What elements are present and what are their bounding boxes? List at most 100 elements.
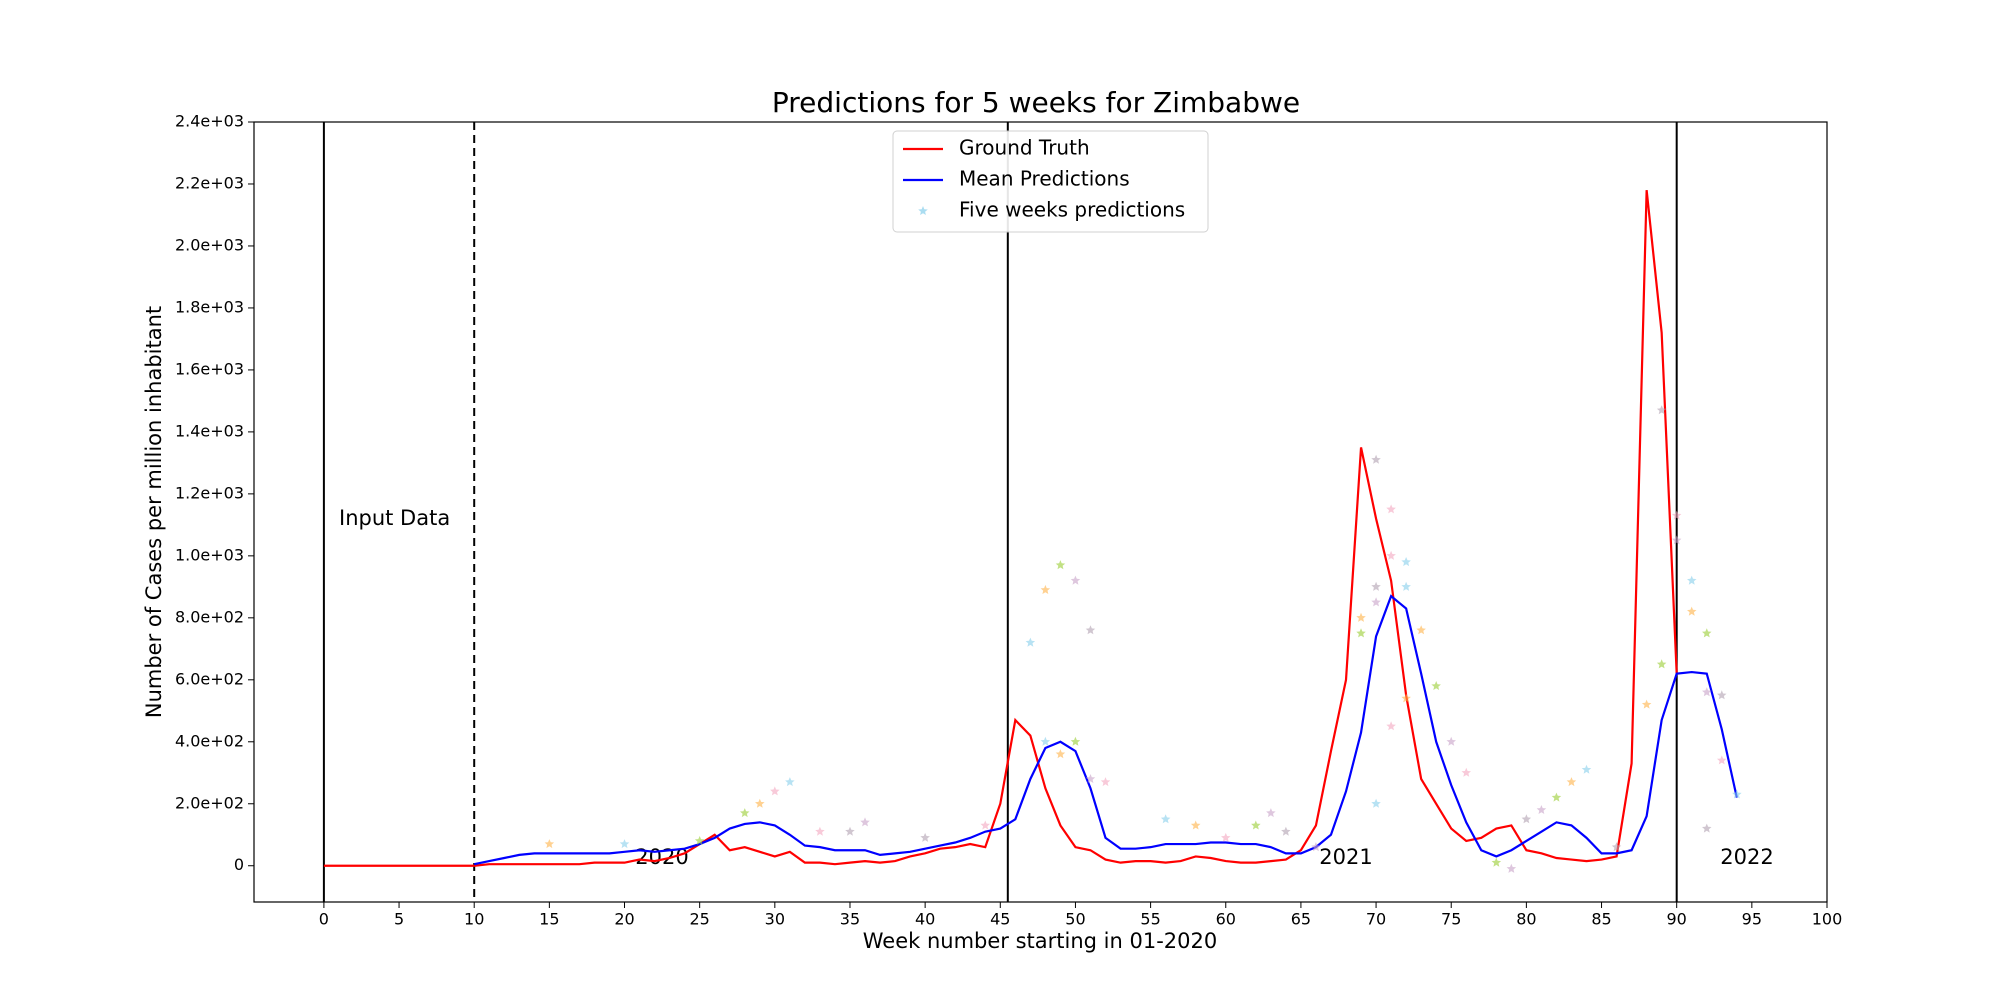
y-tick-label: 1.4e+03 <box>175 421 244 440</box>
annotation: 2022 <box>1720 845 1773 869</box>
prediction-point <box>770 786 780 796</box>
prediction-point <box>1371 798 1381 808</box>
x-tick-label: 90 <box>1667 910 1687 929</box>
x-tick-label: 60 <box>1216 910 1236 929</box>
prediction-point <box>1386 504 1396 514</box>
prediction-point <box>1401 557 1411 567</box>
x-tick-label: 10 <box>464 910 484 929</box>
prediction-point <box>815 826 825 836</box>
prediction-point <box>1356 628 1366 638</box>
y-tick-label: 2.2e+03 <box>175 173 244 192</box>
prediction-point <box>1461 767 1471 777</box>
prediction-point <box>1356 612 1366 622</box>
prediction-point <box>1281 826 1291 836</box>
x-tick-label: 35 <box>840 910 860 929</box>
y-tick-label: 4.0e+02 <box>175 731 244 750</box>
x-tick-label: 0 <box>319 910 329 929</box>
prediction-point <box>1085 625 1096 635</box>
y-tick-label: 6.0e+02 <box>175 669 244 688</box>
prediction-point <box>1386 550 1396 560</box>
x-tick-label: 15 <box>539 910 559 929</box>
prediction-point <box>1371 581 1381 591</box>
prediction-point <box>1040 736 1051 746</box>
prediction-point <box>1055 749 1066 759</box>
prediction-point <box>1070 575 1081 585</box>
prediction-point <box>1025 637 1036 647</box>
x-tick-label: 20 <box>614 910 634 929</box>
prediction-point <box>1190 820 1201 830</box>
x-tick-label: 55 <box>1140 910 1160 929</box>
prediction-point <box>544 839 555 849</box>
prediction-point <box>1717 755 1727 765</box>
prediction-point <box>1040 584 1051 594</box>
legend-label: Ground Truth <box>959 136 1090 160</box>
prediction-point <box>1070 736 1081 746</box>
series-line <box>473 594 1738 866</box>
legend-marker <box>918 206 928 215</box>
annotation: Input Data <box>339 506 450 530</box>
prediction-point <box>920 832 930 842</box>
x-tick-label: 5 <box>394 910 404 929</box>
prediction-point <box>1656 659 1667 669</box>
prediction-point <box>845 826 855 836</box>
prediction-point <box>1446 736 1456 746</box>
x-tick-label: 80 <box>1516 910 1536 929</box>
prediction-point <box>755 798 765 808</box>
prediction-point <box>1085 774 1096 783</box>
x-tick-label: 50 <box>1065 910 1085 929</box>
prediction-point <box>1687 606 1697 616</box>
prediction-point <box>1221 832 1231 842</box>
prediction-point <box>1371 454 1381 464</box>
prediction-point <box>1702 687 1712 697</box>
prediction-point <box>1671 535 1682 545</box>
x-tick-label: 70 <box>1366 910 1386 929</box>
x-tick-label: 25 <box>689 910 709 929</box>
prediction-point <box>1371 597 1381 607</box>
chart-title: Predictions for 5 weeks for Zimbabwe <box>772 86 1300 119</box>
y-tick-label: 0 <box>234 855 244 874</box>
prediction-point <box>1055 560 1066 570</box>
prediction-point <box>1431 681 1441 690</box>
legend-box <box>892 130 1209 233</box>
prediction-point <box>980 820 990 830</box>
prediction-point <box>860 817 870 827</box>
prediction-point <box>1581 764 1592 774</box>
x-tick-label: 95 <box>1742 910 1762 929</box>
prediction-point <box>1641 699 1652 709</box>
prediction-point <box>1506 863 1517 873</box>
x-tick-label: 30 <box>765 910 785 929</box>
prediction-point <box>785 777 795 787</box>
x-tick-label: 100 <box>1812 910 1843 929</box>
prediction-point <box>1551 792 1562 802</box>
y-tick-label: 1.0e+03 <box>175 545 244 564</box>
y-tick-label: 1.6e+03 <box>175 359 244 378</box>
prediction-point <box>1311 842 1321 852</box>
prediction-point <box>1536 805 1547 814</box>
prediction-point <box>619 839 630 849</box>
prediction-point <box>1160 814 1171 824</box>
x-tick-label: 75 <box>1441 910 1461 929</box>
y-axis-label: Number of Cases per million inhabitant <box>142 306 166 718</box>
y-tick-label: 1.8e+03 <box>175 297 244 316</box>
y-tick-label: 2.4e+03 <box>175 112 244 131</box>
x-tick-label: 65 <box>1291 910 1311 929</box>
prediction-point <box>1521 814 1532 824</box>
annotation: 2021 <box>1319 845 1372 869</box>
y-tick-label: 2.0e+02 <box>175 793 244 812</box>
legend-label: Five weeks predictions <box>959 198 1185 222</box>
series-line <box>323 190 1678 867</box>
x-tick-label: 85 <box>1591 910 1611 929</box>
prediction-point <box>1401 693 1411 703</box>
prediction-point <box>1416 625 1426 635</box>
prediction-point <box>1401 581 1411 591</box>
prediction-point <box>1702 628 1712 638</box>
prediction-point <box>740 808 750 818</box>
prediction-point <box>1386 721 1396 731</box>
y-tick-label: 8.0e+02 <box>175 607 244 626</box>
y-tick-label: 2.0e+03 <box>175 235 244 254</box>
prediction-point <box>1702 823 1712 833</box>
x-axis-label: Week number starting in 01-2020 <box>863 929 1217 953</box>
prediction-point <box>1251 820 1261 830</box>
prediction-point <box>1687 575 1697 585</box>
